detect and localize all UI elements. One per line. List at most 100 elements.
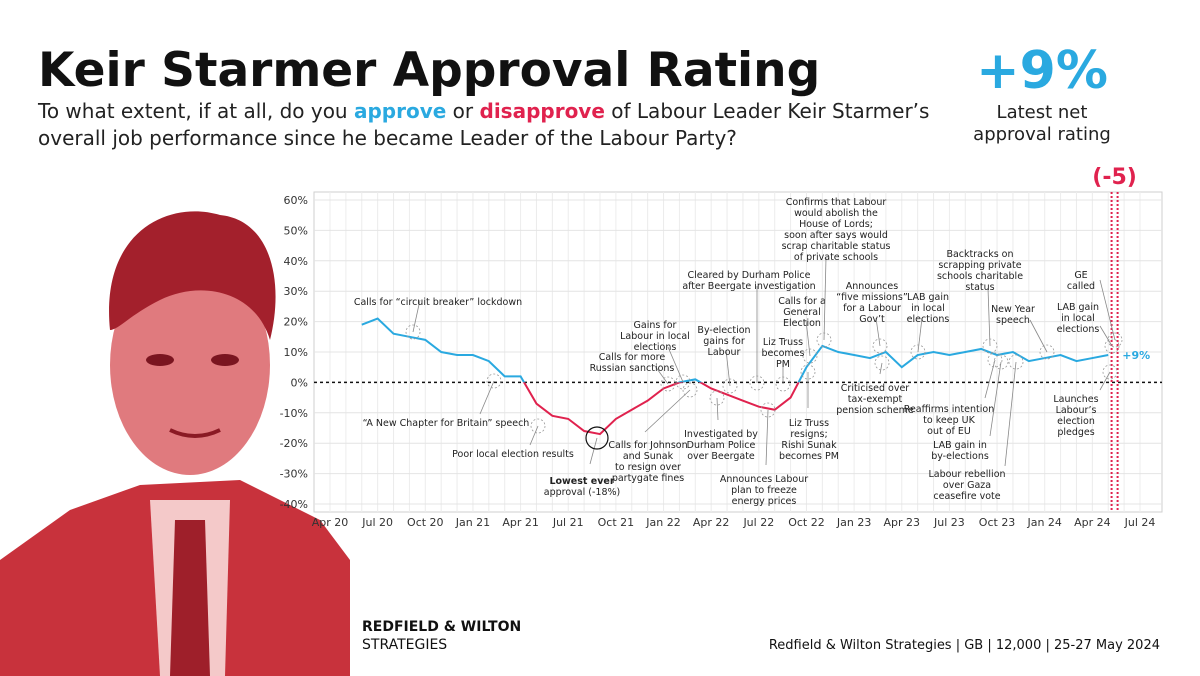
annotation: to resign over — [615, 462, 681, 473]
annotation: plan to freeze — [731, 485, 797, 496]
event-circle — [874, 355, 890, 371]
annotation: Announces — [846, 281, 898, 292]
leader-line — [1099, 325, 1113, 347]
event-circle — [800, 364, 816, 380]
leader-line — [875, 317, 881, 347]
y-tick-label: 60% — [284, 194, 308, 207]
annotation: becomes PM — [779, 451, 839, 462]
annotation: in local — [1061, 313, 1095, 324]
y-tick-label: 40% — [284, 255, 308, 268]
event-circle — [1102, 364, 1118, 380]
x-tick-label: Jul 23 — [933, 516, 965, 529]
x-tick-label: Oct 23 — [979, 516, 1016, 529]
annotation: By-election — [697, 325, 750, 336]
annotation: by-elections — [931, 451, 989, 462]
annotation: Criticised over — [841, 383, 910, 394]
leader-line — [917, 317, 923, 353]
event-circle — [405, 324, 421, 340]
annotation: Calls for a — [778, 296, 826, 307]
x-tick-label: Apr 23 — [883, 516, 920, 529]
annotation: Rishi Sunak — [781, 440, 837, 451]
x-tick-label: Jan 24 — [1026, 516, 1061, 529]
subtitle-line: To what extent, if at all, do you approv… — [38, 99, 929, 123]
annotation: schools charitable — [937, 271, 1023, 282]
annotation: Russian sanctions — [590, 363, 675, 374]
subtitle-part: disapprove — [479, 99, 605, 123]
annotation: Reaffirms intention — [904, 404, 994, 415]
annotation: partygate fines — [612, 473, 684, 484]
event-circle — [1008, 354, 1024, 370]
leader-line — [989, 361, 1002, 437]
annotation: scrapping private — [938, 260, 1021, 271]
annotation: ceasefire vote — [933, 491, 1000, 502]
event-circle — [486, 373, 502, 389]
annotation: in local — [911, 303, 945, 314]
event-circle — [910, 344, 926, 360]
portrait — [0, 211, 350, 676]
annotation: Lowest ever — [549, 476, 614, 487]
leader-line — [879, 362, 883, 375]
annotation: Backtracks on — [946, 249, 1013, 260]
annotation: for a Labour — [843, 303, 901, 314]
leader-line — [805, 319, 811, 357]
y-tick-label: 0% — [291, 376, 308, 389]
event-circle — [1039, 344, 1055, 360]
x-tick-label: Jul 22 — [742, 516, 774, 529]
annotation: Announces Labour — [720, 474, 808, 485]
leader-line — [1099, 279, 1116, 341]
leader-line — [529, 425, 539, 446]
x-tick-label: Oct 22 — [788, 516, 825, 529]
leader-line — [479, 380, 495, 415]
event-circle — [585, 426, 609, 450]
annotation: elections — [907, 314, 950, 325]
x-tick-label: Oct 21 — [598, 516, 635, 529]
x-tick-label: Jan 23 — [836, 516, 871, 529]
subtitle-part: or — [446, 99, 480, 123]
x-tick-label: Oct 20 — [407, 516, 444, 529]
annotation: Launches — [1053, 394, 1098, 405]
y-tick-label: -40% — [280, 498, 308, 511]
annotation: election — [1057, 416, 1095, 427]
x-tick-label: Apr 22 — [693, 516, 730, 529]
event-circle — [775, 376, 791, 392]
x-tick-label: Jan 22 — [645, 516, 680, 529]
annotation: resigns; — [790, 429, 827, 440]
y-tick-label: -10% — [280, 407, 308, 420]
event-circle — [675, 374, 691, 390]
x-tick-label: Apr 21 — [502, 516, 539, 529]
leader-line — [823, 257, 827, 341]
annotation: Poor local election results — [452, 449, 574, 460]
leader-line — [984, 359, 996, 399]
annotation: over Gaza — [943, 480, 991, 491]
event-circle — [530, 418, 546, 434]
subtitle-part: approve — [353, 99, 447, 123]
event-circle — [816, 332, 832, 348]
annotation: Calls for more — [599, 352, 666, 363]
annotation: Gains for — [634, 320, 677, 331]
annotation: Liz Truss — [763, 337, 803, 348]
annotation: over Beergate — [687, 451, 755, 462]
annotation: House of Lords; — [799, 219, 873, 230]
annotation: New Year — [991, 304, 1035, 315]
leader-line — [725, 349, 731, 387]
event-circle — [722, 378, 738, 394]
annotation: approval (-18%) — [544, 487, 620, 498]
y-tick-label: 20% — [284, 316, 308, 329]
x-tick-label: Apr 20 — [312, 516, 349, 529]
annotation: GE — [1074, 270, 1087, 281]
subtitle-part: of Labour Leader Keir Starmer’s — [604, 99, 930, 123]
y-tick-label: 10% — [284, 346, 308, 359]
subtitle-part: overall job performance since he became … — [38, 126, 737, 150]
leader-line — [1029, 319, 1048, 353]
y-tick-label: 30% — [284, 285, 308, 298]
annotation: “five missions” — [836, 292, 908, 303]
y-tick-label: -30% — [280, 468, 308, 481]
leader-line — [644, 389, 691, 433]
annotation: soon after says would — [784, 230, 888, 241]
annotation: LAB gain in — [933, 440, 987, 451]
event-circle — [802, 348, 818, 364]
annotation: Labour’s — [1056, 405, 1097, 416]
y-tick-label: 50% — [284, 224, 308, 237]
annotation: Calls for “circuit breaker” lockdown — [354, 297, 522, 308]
